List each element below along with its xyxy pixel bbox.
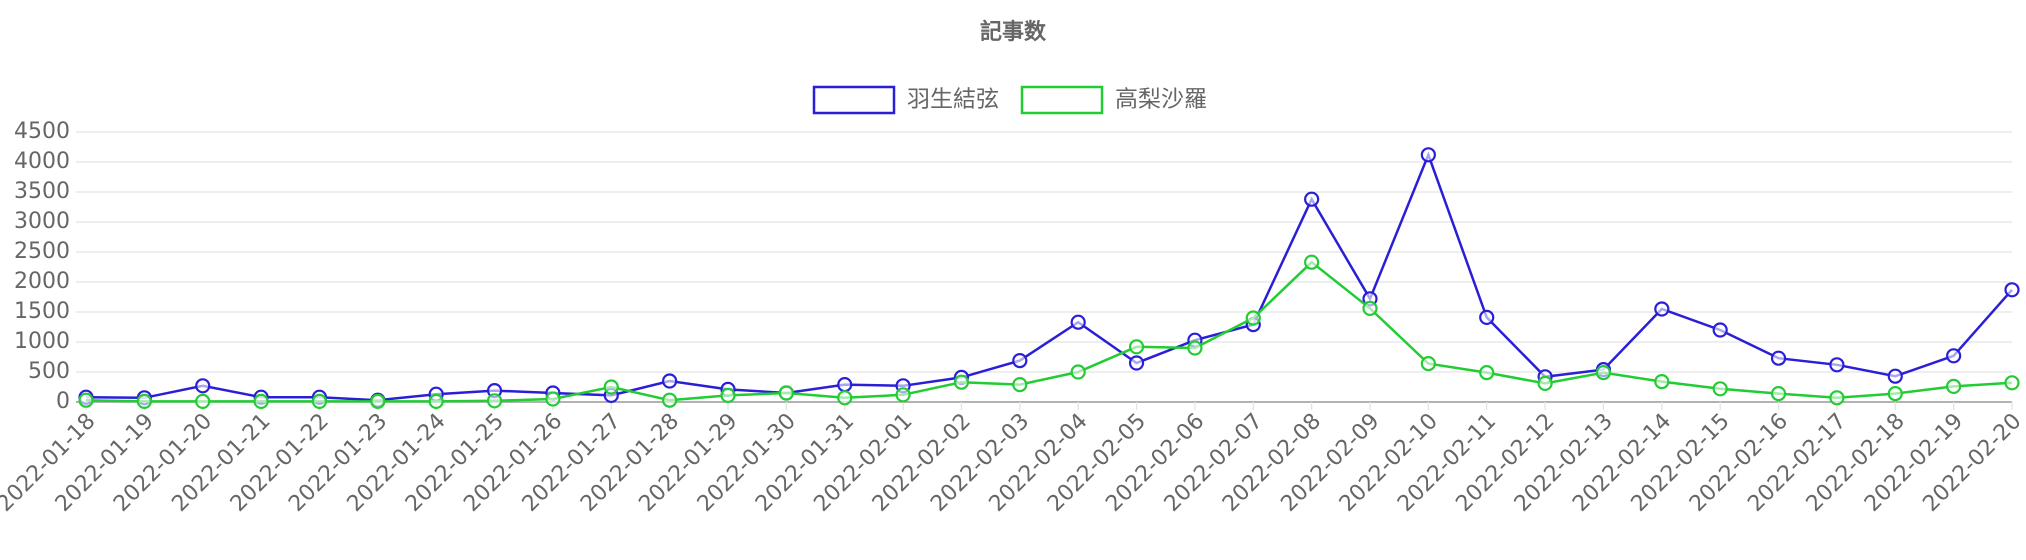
data-point	[1128, 355, 1145, 371]
y-tick-label: 2500	[14, 239, 70, 264]
data-point	[545, 391, 561, 407]
data-point	[1128, 339, 1145, 355]
data-point	[253, 393, 269, 409]
data-point	[1479, 309, 1495, 325]
data-point	[1479, 365, 1495, 381]
data-point	[1070, 314, 1086, 330]
data-point	[1537, 375, 1553, 391]
data-point	[2004, 375, 2020, 391]
data-point	[1595, 365, 1612, 381]
data-point	[1187, 340, 1203, 356]
data-point	[195, 393, 211, 409]
data-point	[662, 373, 678, 389]
data-point	[1712, 322, 1728, 338]
legend-label: 高梨沙羅	[1115, 87, 1207, 113]
y-tick-label: 3500	[14, 179, 70, 204]
data-point	[1887, 368, 1903, 384]
legend-swatch	[812, 85, 896, 115]
y-tick-label: 3000	[14, 209, 70, 234]
data-point	[1770, 386, 1787, 402]
data-point	[1420, 147, 1436, 163]
data-point	[195, 378, 211, 394]
data-point	[311, 393, 328, 409]
data-point	[837, 377, 853, 393]
y-tick-label: 1500	[14, 299, 70, 324]
data-point	[953, 374, 970, 390]
data-point	[1245, 310, 1261, 326]
data-point	[1012, 377, 1028, 393]
data-point	[1362, 300, 1378, 316]
data-point	[78, 392, 94, 408]
data-point	[1012, 353, 1028, 369]
data-point	[1946, 348, 1962, 364]
x-tick-label: 2022-01-18	[0, 409, 100, 517]
series-line	[85, 260, 2013, 403]
legend-label: 羽生結弦	[907, 87, 999, 113]
y-tick-label: 2000	[14, 269, 70, 294]
data-point	[603, 379, 619, 395]
data-point	[895, 387, 911, 403]
data-point	[1654, 301, 1670, 317]
data-point	[1770, 350, 1787, 366]
data-point	[1829, 357, 1845, 373]
data-point	[662, 392, 678, 408]
data-point	[1654, 374, 1670, 390]
data-point	[1887, 386, 1903, 402]
data-point	[136, 393, 152, 409]
data-point	[1304, 191, 1320, 207]
data-point	[1829, 390, 1845, 406]
data-point	[720, 387, 736, 403]
y-tick-label: 4000	[14, 149, 70, 174]
data-point	[486, 393, 503, 409]
data-point	[2004, 282, 2020, 298]
chart-title: 記事数	[980, 19, 1047, 45]
data-point	[1946, 378, 1962, 394]
data-point	[1070, 364, 1086, 380]
data-point	[1420, 356, 1436, 372]
data-point	[428, 393, 444, 409]
y-tick-label: 0	[56, 389, 70, 414]
y-tick-label: 1000	[14, 329, 70, 354]
legend-swatch	[1020, 85, 1104, 115]
data-point	[1712, 381, 1728, 397]
y-tick-label: 4500	[14, 119, 70, 144]
data-point	[778, 385, 794, 401]
y-tick-label: 500	[28, 359, 70, 384]
data-point	[1304, 254, 1320, 270]
data-point	[837, 390, 853, 406]
series-line	[85, 151, 2013, 402]
data-point	[370, 393, 386, 409]
